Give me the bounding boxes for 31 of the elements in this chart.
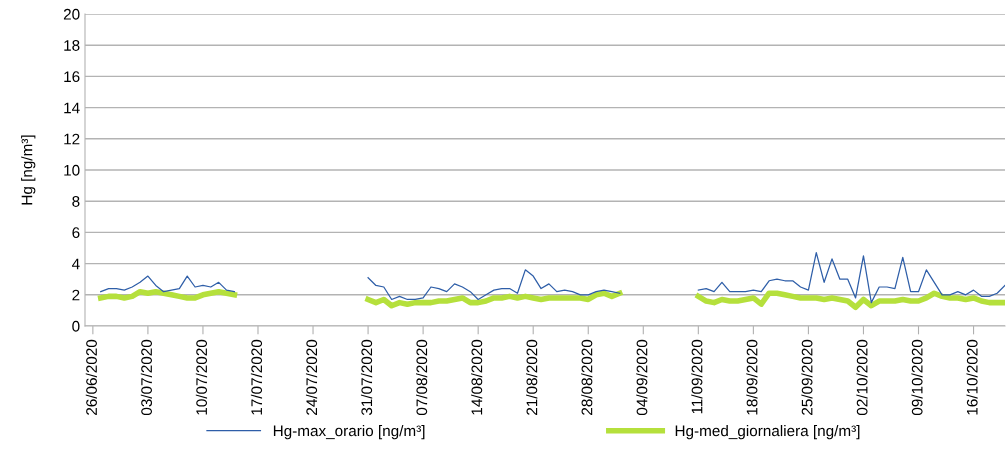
y-tick-label: 12 (64, 133, 80, 145)
x-tick-label: 11/09/2020 (691, 339, 703, 414)
legend-label: Hg-max_orario [ng/m³] (273, 425, 425, 440)
y-tick-label: 4 (71, 258, 80, 270)
x-tick-label: 26/06/2020 (85, 339, 97, 415)
legend-label: Hg-med_giornaliera [ng/m³] (675, 425, 860, 440)
x-tick-label: 14/08/2020 (471, 339, 483, 415)
x-tick-label: 07/08/2020 (416, 339, 428, 416)
x-tick-label: 09/10/2020 (911, 339, 923, 416)
y-tick-label: 18 (64, 40, 80, 51)
x-tick-label: 18/09/2020 (746, 339, 758, 415)
y-tick-label: 10 (64, 164, 80, 176)
x-tick-label: 04/09/2020 (636, 339, 648, 416)
x-tick-label: 17/07/2020 (250, 339, 263, 415)
x-tick-label: 21/08/2020 (526, 339, 538, 415)
x-tick-label: 24/07/2020 (305, 339, 318, 415)
y-axis-title: Hg [ng/m³] (21, 135, 36, 205)
y-tick-label: 8 (72, 196, 80, 207)
x-tick-label: 16/10/2020 (966, 339, 978, 415)
x-tick-label: 25/09/2020 (801, 339, 813, 415)
x-tick-label: 10/07/2020 (195, 339, 208, 415)
y-tick-label: 0 (72, 320, 80, 332)
y-tick-label: 6 (72, 227, 80, 239)
y-tick-label: 14 (64, 102, 80, 114)
y-tick-label: 20 (63, 8, 80, 20)
x-tick-label: 03/07/2020 (140, 339, 153, 416)
x-tick-label: 02/10/2020 (856, 339, 868, 416)
y-tick-label: 16 (64, 71, 80, 83)
x-tick-label: 31/07/2020 (360, 339, 373, 416)
x-tick-label: 28/08/2020 (581, 339, 593, 415)
y-tick-label: 2 (72, 289, 80, 301)
